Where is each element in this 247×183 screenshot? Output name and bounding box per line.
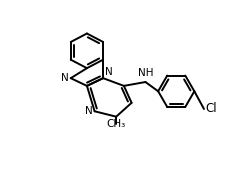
Text: CH₃: CH₃ xyxy=(106,119,126,129)
Text: N: N xyxy=(85,106,93,116)
Text: N: N xyxy=(62,73,69,83)
Text: NH: NH xyxy=(138,68,153,78)
Text: Cl: Cl xyxy=(206,102,217,115)
Text: N: N xyxy=(105,67,112,77)
